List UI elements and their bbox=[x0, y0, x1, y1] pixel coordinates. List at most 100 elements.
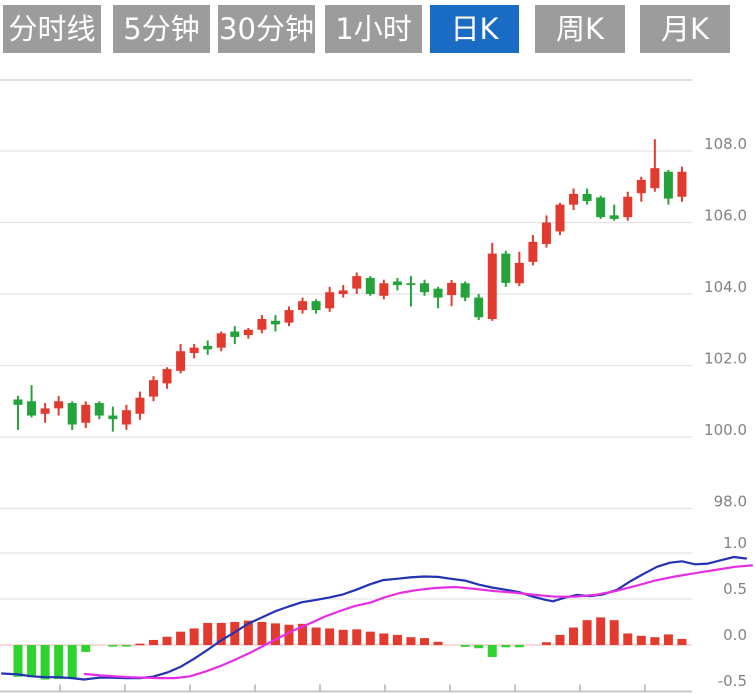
candle-body bbox=[352, 276, 362, 289]
macd-histogram-bar bbox=[189, 628, 199, 645]
macd-histogram-bar bbox=[555, 634, 565, 645]
candle-body bbox=[189, 347, 199, 353]
macd-histogram-bar bbox=[203, 622, 213, 645]
tab-weekly-k[interactable]: 周K bbox=[535, 5, 625, 53]
macd-histogram-bar bbox=[677, 638, 687, 645]
price-axis-label: 98.0 bbox=[714, 493, 747, 511]
macd-histogram-bar bbox=[338, 629, 348, 645]
candle-body bbox=[230, 331, 240, 337]
macd-histogram-bar bbox=[663, 634, 673, 645]
candle-body bbox=[243, 329, 253, 336]
macd-axis-label: 0.5 bbox=[723, 580, 747, 598]
tab-1hour[interactable]: 1小时 bbox=[325, 5, 422, 53]
macd-histogram-bar bbox=[40, 645, 50, 680]
macd-axis-label: -0.5 bbox=[718, 672, 747, 690]
candle-body bbox=[636, 179, 646, 194]
candle-body bbox=[284, 310, 294, 323]
macd-histogram-bar bbox=[582, 620, 592, 645]
candle-body bbox=[81, 404, 91, 423]
candle-body bbox=[379, 283, 389, 296]
candle-body bbox=[216, 333, 226, 348]
macd-histogram-bar bbox=[81, 645, 91, 652]
macd-histogram-bar bbox=[108, 645, 118, 647]
candle-body bbox=[406, 283, 416, 286]
price-axis-label: 108.0 bbox=[704, 135, 747, 153]
macd-axis-label: 1.0 bbox=[723, 534, 747, 552]
macd-histogram-bar bbox=[149, 639, 158, 645]
candle-body bbox=[338, 290, 348, 294]
macd-histogram-bar bbox=[135, 643, 145, 646]
candle-body bbox=[203, 345, 213, 350]
candle-body bbox=[623, 196, 633, 218]
candle-body bbox=[325, 292, 335, 309]
tab-monthly-k[interactable]: 月K bbox=[640, 5, 730, 53]
macd-histogram-bar bbox=[623, 633, 633, 645]
candle-body bbox=[108, 415, 118, 420]
candle-body bbox=[176, 351, 186, 371]
macd-histogram-bar bbox=[121, 645, 131, 647]
macd-histogram-bar bbox=[216, 622, 226, 645]
macd-histogram-bar bbox=[596, 617, 606, 645]
candle-body bbox=[650, 168, 660, 189]
candle-body bbox=[460, 283, 470, 298]
macd-histogram-bar bbox=[325, 628, 335, 645]
series bbox=[0, 139, 754, 681]
candle-body bbox=[596, 197, 606, 218]
candle-body bbox=[582, 193, 592, 202]
candle-body bbox=[474, 297, 484, 318]
candle-body bbox=[67, 403, 77, 425]
macd-histogram-bar bbox=[311, 627, 321, 645]
candle-body bbox=[311, 301, 321, 311]
tab-5min[interactable]: 5分钟 bbox=[113, 5, 210, 53]
macd-histogram-bar bbox=[406, 637, 416, 645]
candle-body bbox=[270, 320, 280, 325]
macd-histogram-bar bbox=[298, 623, 308, 645]
macd-histogram-bar bbox=[420, 638, 429, 645]
macd-histogram-bar bbox=[379, 633, 389, 645]
macd-histogram-bar bbox=[392, 634, 402, 645]
candle-body bbox=[569, 193, 579, 205]
macd-histogram-bar bbox=[474, 645, 484, 649]
macd-histogram-bar bbox=[501, 645, 511, 648]
macd-histogram-bar bbox=[230, 622, 240, 645]
candle-body bbox=[94, 403, 104, 416]
macd-histogram-bar bbox=[365, 631, 375, 645]
candle-body bbox=[487, 253, 497, 320]
candle-body bbox=[447, 282, 457, 296]
candle-body bbox=[528, 241, 538, 262]
candle-body bbox=[162, 369, 172, 384]
candle-body bbox=[365, 277, 375, 294]
candle-body bbox=[433, 288, 443, 298]
axis-labels: 108.0 106.0 104.0 102.0 100.0 98.0 1.0 0.5 0.0 -0… bbox=[704, 135, 747, 690]
macd-histogram-bar bbox=[609, 620, 619, 645]
tab-timeline[interactable]: 分时线 bbox=[3, 5, 101, 53]
macd-histogram-bar bbox=[569, 627, 579, 645]
price-axis-label: 100.0 bbox=[704, 421, 747, 439]
candle-body bbox=[54, 401, 64, 409]
candle-body bbox=[420, 283, 429, 293]
macd-histogram-bar bbox=[352, 629, 362, 645]
macd-histogram-bar bbox=[460, 645, 470, 647]
macd-histogram-bar bbox=[67, 645, 77, 679]
candle-body bbox=[40, 408, 50, 414]
macd-histogram-bar bbox=[162, 636, 172, 645]
macd-histogram-bar bbox=[514, 645, 524, 648]
macd-histogram-bar bbox=[27, 645, 37, 678]
macd-histogram-bar bbox=[284, 624, 294, 645]
tab-daily-k[interactable]: 日K bbox=[430, 5, 519, 53]
candle-body bbox=[501, 253, 511, 283]
candle-body bbox=[392, 281, 402, 286]
candle-body bbox=[27, 401, 37, 416]
candle-body bbox=[149, 380, 158, 397]
price-axis-label: 106.0 bbox=[704, 207, 747, 225]
price-axis-label: 104.0 bbox=[704, 278, 747, 296]
macd-histogram-bar bbox=[243, 620, 253, 645]
macd-histogram-bar bbox=[636, 635, 646, 645]
dea-line bbox=[83, 564, 754, 680]
dif-line bbox=[0, 555, 748, 681]
macd-histogram-bar bbox=[257, 622, 267, 645]
candle-body bbox=[514, 262, 524, 284]
candle-body bbox=[135, 397, 145, 414]
tab-30min[interactable]: 30分钟 bbox=[218, 5, 315, 53]
